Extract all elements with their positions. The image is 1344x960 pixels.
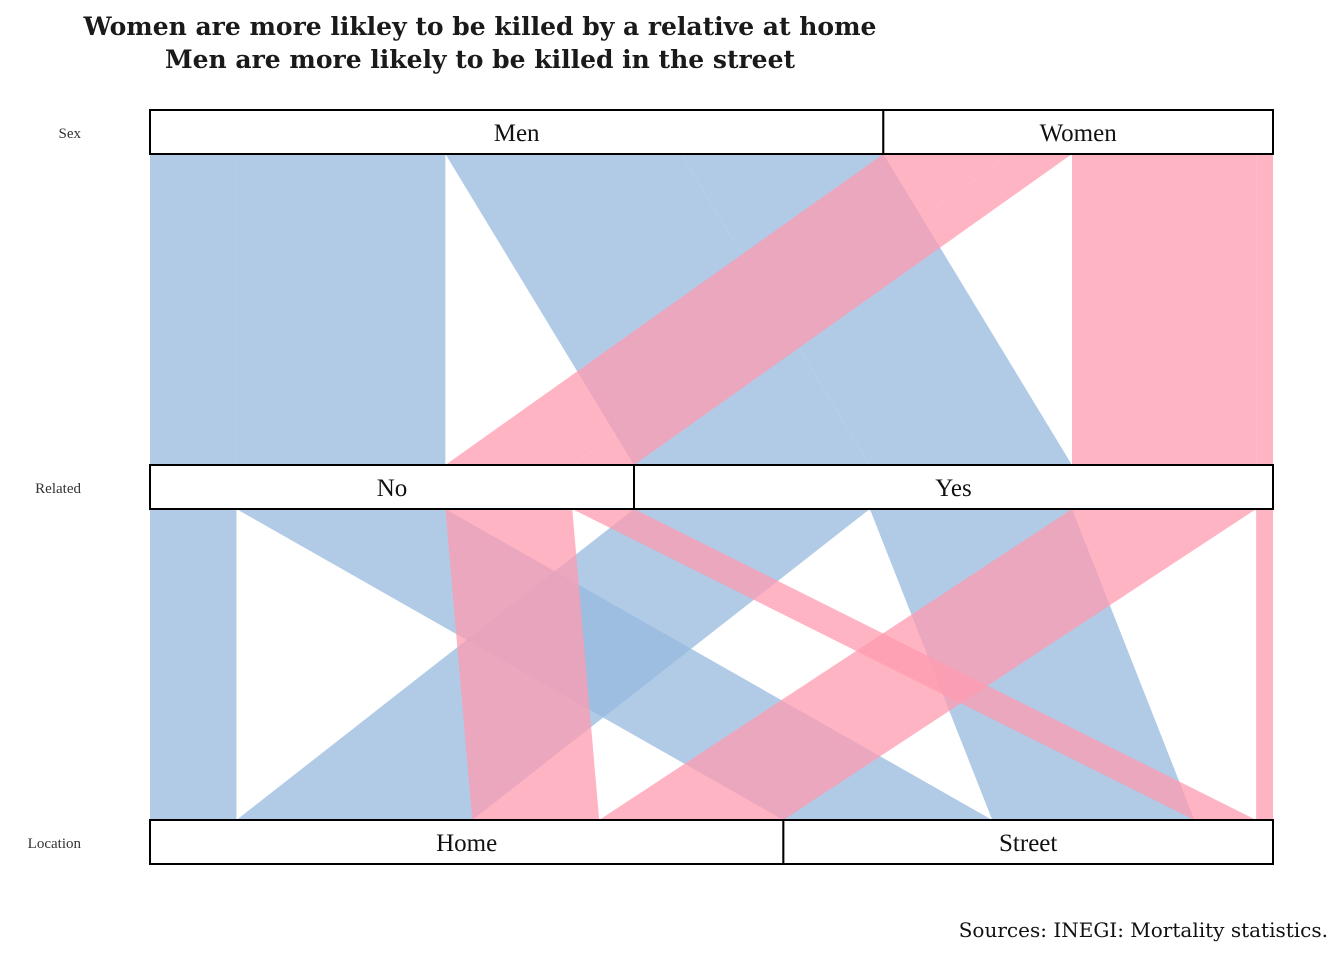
title-line-2: Men are more likely to be killed in the …	[164, 45, 796, 74]
ribbon-women-yes-home-1	[1071, 154, 1257, 465]
ribbon-women-no-home-1	[445, 154, 1011, 465]
ribbon-women-no-home-2	[445, 509, 600, 820]
ribbon-men-yes-home-1	[445, 154, 870, 465]
ribbon-women-no-street-1	[572, 154, 1072, 465]
category-label-men: Men	[494, 120, 540, 147]
category-label-no: No	[377, 475, 408, 502]
category-box-men	[149, 109, 885, 155]
ribbon-women-yes-home-2	[599, 509, 1257, 820]
category-label-street: Street	[999, 830, 1057, 857]
axis-label-sex: Sex	[59, 126, 82, 142]
category-box-home	[149, 819, 785, 865]
category-label-women: Women	[1040, 120, 1118, 147]
ribbon-men-no-street-1	[236, 154, 446, 465]
title-line-1: Women are more likley to be killed by a …	[83, 12, 877, 41]
category-box-yes	[633, 464, 1274, 510]
ribbon-men-no-home-1	[150, 154, 237, 465]
category-label-yes: Yes	[935, 475, 971, 502]
ribbon-women-yes-street-2	[1256, 509, 1273, 820]
ribbon-men-yes-street-2	[869, 509, 1195, 820]
category-box-women	[882, 109, 1274, 155]
category-label-home: Home	[436, 830, 497, 857]
ribbon-men-no-home-2	[150, 509, 237, 820]
axis-label-related: Related	[35, 481, 81, 497]
category-box-street	[782, 819, 1274, 865]
category-box-no	[149, 464, 636, 510]
source-note: Sources: INEGI: Mortality statistics.	[958, 918, 1328, 942]
chart-title: Women are more likley to be killed by a …	[0, 10, 960, 76]
ribbon-women-yes-street-1	[1256, 154, 1273, 465]
axis-label-location: Location	[28, 836, 82, 852]
